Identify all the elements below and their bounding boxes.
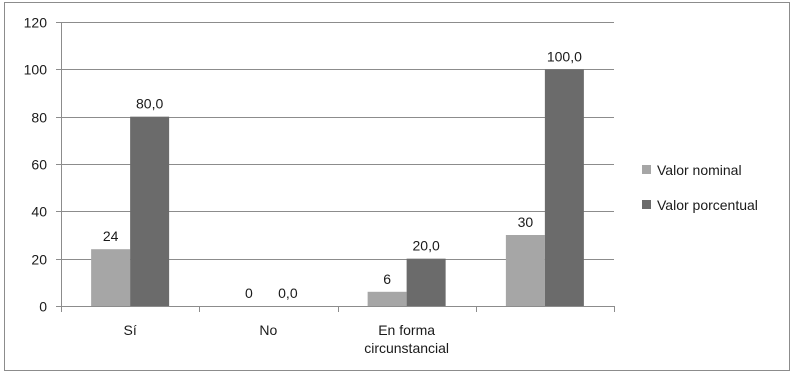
legend-label: Valor nominal xyxy=(657,162,742,178)
data-labels: 24 80,0 0 0,0 6 20,0 30 100,0 xyxy=(103,48,582,301)
chart-frame xyxy=(4,2,790,371)
bar-nominal xyxy=(505,235,545,306)
x-tick-label: No xyxy=(259,322,277,338)
data-label: 0 xyxy=(245,285,253,301)
x-tick-label: circunstancial xyxy=(364,340,449,356)
y-tick-label: 40 xyxy=(31,204,47,220)
y-tick-label: 80 xyxy=(31,110,47,126)
bars xyxy=(91,69,584,307)
data-label: 30 xyxy=(518,214,534,230)
data-label: 80,0 xyxy=(136,96,163,112)
legend-swatch xyxy=(642,165,651,174)
bar-porcentual xyxy=(544,69,584,306)
data-label: 6 xyxy=(383,271,391,287)
bar-porcentual xyxy=(406,258,446,306)
legend: Valor nominal Valor porcentual xyxy=(642,162,758,213)
bar-nominal xyxy=(367,291,407,306)
legend-label: Valor porcentual xyxy=(657,197,758,213)
x-tick-label: Sí xyxy=(124,322,137,338)
bar-nominal xyxy=(91,249,131,306)
x-tick-label: En forma xyxy=(378,322,435,338)
y-tick-label: 60 xyxy=(31,157,47,173)
data-label: 0,0 xyxy=(278,285,298,301)
legend-swatch xyxy=(642,200,651,209)
data-label: 24 xyxy=(103,228,119,244)
data-label: 20,0 xyxy=(413,238,440,254)
bar-porcentual xyxy=(130,116,170,307)
y-tick-label: 20 xyxy=(31,252,47,268)
y-tick-label: 100 xyxy=(24,62,48,78)
data-label: 100,0 xyxy=(547,48,582,64)
y-tick-label: 120 xyxy=(24,15,48,31)
y-tick-label: 0 xyxy=(39,299,47,315)
